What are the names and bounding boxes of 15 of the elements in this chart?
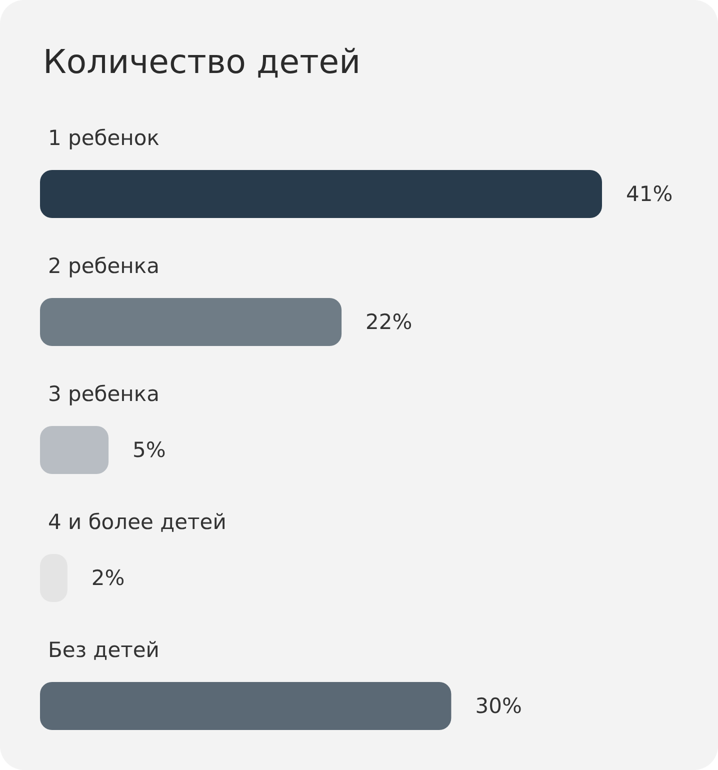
data-label: 22% <box>366 310 412 334</box>
bar <box>40 298 342 346</box>
data-label: 30% <box>475 694 522 718</box>
chart-title: Количество детей <box>43 42 361 81</box>
y-tick-label: 3 ребенка <box>48 382 160 406</box>
y-tick-label: 4 и более детей <box>48 510 226 534</box>
bar <box>40 426 109 474</box>
data-label: 5% <box>132 438 166 462</box>
y-tick-label: 1 ребенок <box>48 126 160 150</box>
data-label: 2% <box>91 566 125 590</box>
bar <box>40 682 452 730</box>
bar <box>40 170 602 218</box>
y-tick-label: 2 ребенка <box>48 254 160 278</box>
data-label: 41% <box>626 182 673 206</box>
y-tick-label: Без детей <box>48 638 160 662</box>
